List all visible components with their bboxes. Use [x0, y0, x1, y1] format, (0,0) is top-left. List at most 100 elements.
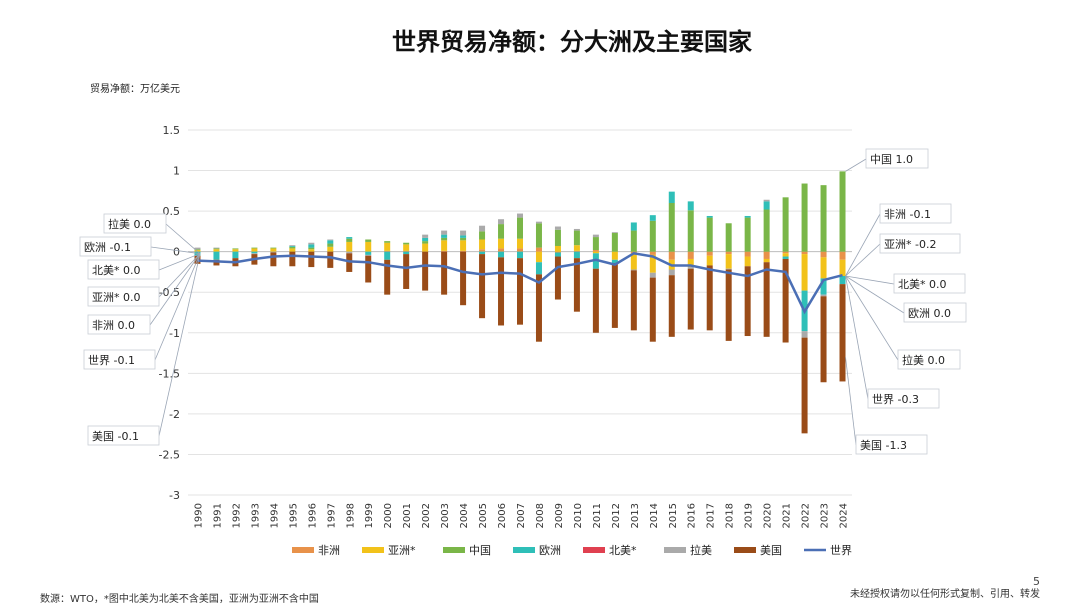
x-tick-label: 2024 — [839, 503, 850, 528]
bar-segment — [403, 254, 410, 289]
bar-segment — [782, 251, 789, 254]
bar-segment — [744, 256, 751, 267]
bar-segment — [687, 267, 694, 269]
bar-segment — [422, 234, 429, 238]
bar-segment — [649, 215, 656, 221]
bar-segment — [289, 245, 296, 247]
leader-line — [845, 158, 867, 172]
x-tick-label: 2012 — [611, 503, 622, 528]
bar-segment — [649, 272, 656, 278]
bar-segment — [725, 268, 732, 270]
annotation-label: 拉美 0.0 — [902, 353, 945, 367]
legend-swatch — [583, 547, 605, 553]
annotation-box — [79, 236, 152, 257]
x-tick-label: 2011 — [592, 503, 603, 528]
bar-segment — [611, 251, 618, 260]
annotation-box — [83, 349, 156, 370]
y-tick-label: 0 — [173, 246, 180, 259]
x-tick-label: 1990 — [193, 503, 204, 528]
x-tick-label: 2023 — [820, 503, 831, 528]
bar-segment — [441, 234, 448, 238]
x-tick-label: 2004 — [459, 503, 470, 528]
bar-segment — [820, 296, 827, 383]
bar-segment — [327, 239, 334, 241]
bar-segment — [365, 254, 372, 256]
bar-segment — [479, 251, 486, 255]
leader-line — [845, 275, 895, 285]
bar-segment — [346, 237, 353, 239]
bar-segment — [801, 183, 808, 252]
bar-segment — [403, 244, 410, 251]
annotation-label: 美国 -1.3 — [860, 439, 907, 452]
bar-segment — [270, 248, 277, 252]
legend-swatch — [734, 547, 756, 553]
bar-segment — [517, 217, 523, 239]
bar-segment — [479, 225, 486, 232]
x-tick-label: 1997 — [326, 503, 337, 528]
bar-segment — [630, 270, 637, 331]
bar-segment — [839, 251, 846, 260]
bar-segment — [289, 246, 296, 249]
annotation-box — [879, 203, 952, 224]
annotation-box — [903, 302, 967, 323]
bar-segment — [782, 197, 789, 252]
leader-line — [845, 275, 899, 361]
bar-segment — [517, 248, 523, 252]
bar-segment — [327, 243, 334, 247]
legend-swatch — [362, 547, 384, 553]
bar-segment — [517, 238, 523, 249]
bar-segment — [517, 213, 523, 218]
x-tick-label: 2001 — [402, 503, 413, 528]
bar-segment — [801, 254, 808, 291]
bar-segment — [554, 245, 561, 252]
bar-segment — [535, 223, 542, 248]
leader-line — [154, 253, 201, 361]
bar-segment — [384, 251, 391, 260]
bar-segment — [365, 239, 372, 242]
bar-segment — [630, 230, 637, 252]
bar-segment — [479, 239, 486, 250]
bar-segment — [498, 238, 505, 249]
bar-segment — [687, 210, 694, 252]
bar-segment — [308, 247, 315, 250]
bar-segment — [498, 251, 505, 258]
legend-swatch — [292, 547, 314, 553]
x-tick-label: 1995 — [288, 503, 299, 528]
bar-segment — [251, 253, 258, 255]
bar-segment — [592, 251, 599, 254]
x-tick-label: 2002 — [421, 503, 432, 528]
annotation-box — [893, 273, 966, 294]
x-tick-label: 2020 — [763, 503, 774, 528]
bar-segment — [839, 284, 846, 382]
bar-segment — [839, 171, 846, 252]
annotation-box — [87, 314, 151, 335]
annotation-box — [855, 434, 928, 455]
annotation-box — [87, 286, 160, 307]
bar-segment — [194, 247, 201, 250]
legend-label: 美国 — [760, 544, 782, 557]
x-tick-label: 2014 — [649, 503, 660, 528]
x-tick-label: 1991 — [212, 503, 223, 528]
bar-segment — [460, 240, 467, 251]
bar-segment — [308, 244, 315, 248]
bar-segment — [479, 249, 486, 252]
bar-segment — [365, 241, 372, 252]
bar-segment — [820, 294, 827, 297]
x-tick-label: 2022 — [801, 503, 812, 528]
x-tick-label: 2010 — [573, 503, 584, 528]
bar-segment — [801, 251, 808, 255]
bar-segment — [422, 241, 429, 244]
annotation-label: 亚洲* 0.0 — [92, 291, 141, 304]
bar-segment — [611, 259, 618, 264]
bar-segment — [213, 247, 220, 249]
annotation-label: 非洲 -0.1 — [884, 208, 931, 221]
bar-segment — [535, 262, 542, 275]
bar-segment — [479, 254, 486, 319]
bar-segment — [706, 251, 713, 256]
bar-segment — [668, 269, 675, 276]
x-tick-label: 2006 — [497, 503, 508, 528]
bar-segment — [763, 251, 770, 259]
bar-segment — [649, 277, 656, 342]
leader-line — [149, 253, 201, 326]
